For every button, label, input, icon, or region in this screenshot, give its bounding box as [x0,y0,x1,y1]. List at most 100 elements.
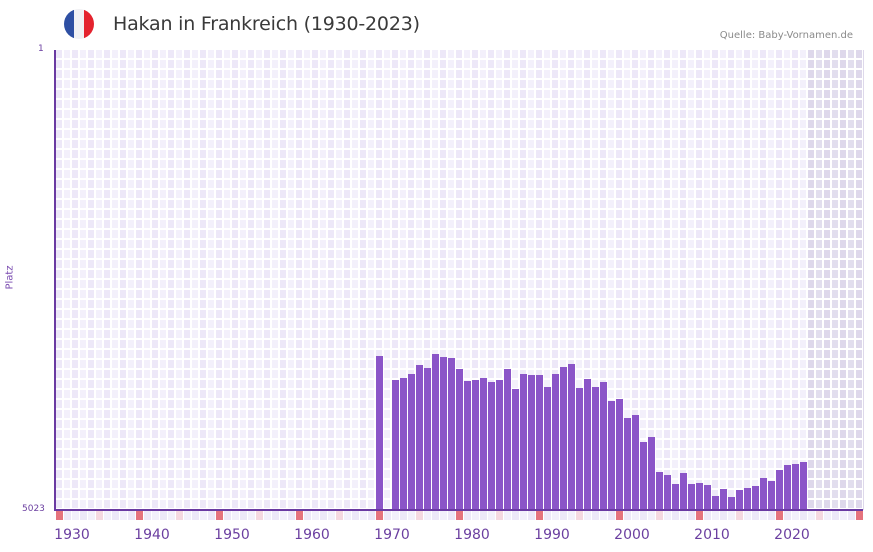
bar-1976[interactable] [424,368,431,510]
bar-2018[interactable] [760,478,767,510]
year-marker [448,511,455,520]
year-marker [88,511,95,520]
bar-1986[interactable] [504,369,511,510]
bar-1989[interactable] [528,374,535,510]
year-marker [696,511,703,520]
bar-2001[interactable] [624,418,631,510]
year-marker [496,511,503,520]
bar-2006[interactable] [664,475,671,510]
bar-1975[interactable] [416,365,423,510]
x-tick-label: 1940 [134,527,170,543]
year-marker [256,511,263,520]
bar-1995[interactable] [576,387,583,510]
bar-2002[interactable] [632,415,639,510]
year-marker [720,511,727,520]
year-marker [824,511,831,520]
bar-2004[interactable] [648,436,655,510]
year-marker [640,511,647,520]
year-marker [280,511,287,520]
year-marker [304,511,311,520]
bar-1980[interactable] [456,369,463,510]
bar-2021[interactable] [784,465,791,510]
bar-2005[interactable] [656,471,663,510]
bar-1988[interactable] [520,373,527,510]
bar-2008[interactable] [680,472,687,510]
bar-2023[interactable] [800,462,807,510]
bar-1985[interactable] [496,380,503,510]
bar-1970[interactable] [376,356,383,510]
year-marker [792,511,799,520]
year-marker [608,511,615,520]
bar-1978[interactable] [440,357,447,510]
bar-1973[interactable] [400,378,407,510]
year-marker [424,511,431,520]
bar-2016[interactable] [744,488,751,510]
year-marker [472,511,479,520]
year-marker [224,511,231,520]
bar-1987[interactable] [512,389,519,510]
y-tick-top: 1 [38,44,44,54]
bar-2019[interactable] [768,480,775,510]
year-marker [568,511,575,520]
year-marker [328,511,335,520]
bar-1996[interactable] [584,379,591,510]
year-marker [264,511,271,520]
year-marker [104,511,111,520]
bar-2003[interactable] [640,442,647,510]
year-marker [816,511,823,520]
y-axis-line [54,50,56,511]
bar-1984[interactable] [488,382,495,510]
bar-1999[interactable] [608,400,615,510]
bar-2017[interactable] [752,486,759,510]
bar-2022[interactable] [792,464,799,510]
bar-2007[interactable] [672,483,679,510]
bar-2014[interactable] [728,496,735,510]
bar-1974[interactable] [408,373,415,510]
year-marker [768,511,775,520]
year-marker [776,511,783,520]
bar-2009[interactable] [688,483,695,510]
year-marker [248,511,255,520]
bar-2013[interactable] [720,489,727,510]
year-marker [232,511,239,520]
year-marker [312,511,319,520]
x-tick-label: 2000 [614,527,650,543]
year-marker [808,511,815,520]
bar-1972[interactable] [392,380,399,510]
bar-1991[interactable] [544,386,551,510]
year-marker [400,511,407,520]
bar-2015[interactable] [736,489,743,510]
bar-1977[interactable] [432,354,439,510]
bar-1982[interactable] [472,380,479,510]
bar-1983[interactable] [480,378,487,510]
year-marker [272,511,279,520]
bar-1990[interactable] [536,374,543,510]
bar-1994[interactable] [568,363,575,510]
bar-1979[interactable] [448,358,455,510]
bar-2010[interactable] [696,482,703,510]
bar-2012[interactable] [712,495,719,510]
bar-1998[interactable] [600,382,607,510]
bar-2011[interactable] [704,484,711,510]
year-marker [368,511,375,520]
year-marker [376,511,383,520]
flag-white-stripe [74,9,84,39]
year-marker [680,511,687,520]
bar-2000[interactable] [616,398,623,510]
year-marker [632,511,639,520]
decade-markers [56,511,863,520]
x-tick-label: 1960 [294,527,330,543]
year-marker [160,511,167,520]
year-marker [744,511,751,520]
x-tick-label: 1950 [214,527,250,543]
bar-1997[interactable] [592,386,599,510]
year-marker [112,511,119,520]
x-tick-label: 2010 [694,527,730,543]
bar-1993[interactable] [560,367,567,510]
bar-1981[interactable] [464,381,471,510]
year-marker [344,511,351,520]
year-marker [760,511,767,520]
year-marker [184,511,191,520]
bar-2020[interactable] [776,469,783,510]
bar-1992[interactable] [552,373,559,510]
